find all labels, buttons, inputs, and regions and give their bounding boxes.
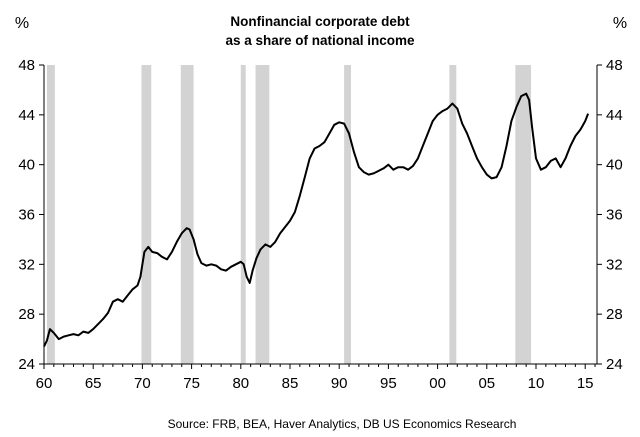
chart-title-line-1: Nonfinancial corporate debt [230,14,410,29]
y-axis-left: 24 28 32 36 40 44 48 [18,57,44,373]
series [43,92,590,348]
axes [43,65,598,365]
recession-bands [46,65,532,364]
x-tick-label-00: 00 [429,375,446,392]
y-tick-label-right-28: 28 [606,306,623,323]
y-tick-label-left-36: 36 [18,207,35,224]
y-tick-label-right-48: 48 [606,57,623,74]
y-tick-label-right-44: 44 [606,107,623,124]
y-tick-label-left-48: 48 [18,57,35,74]
recession-band-5 [344,65,352,364]
x-tick-label-90: 90 [331,375,348,392]
x-tick-label-65: 65 [85,375,102,392]
x-tick-label-15: 15 [577,375,594,392]
recession-band-0 [46,65,55,364]
x-tick-label-75: 75 [183,375,200,392]
source-note: Source: FRB, BEA, Haver Analytics, DB US… [168,417,517,431]
y-tick-label-left-24: 24 [18,356,35,373]
chart-title-line-2: as a share of national income [225,33,415,48]
x-tick-label-60: 60 [36,375,53,392]
y-unit-left: % [15,15,29,32]
recession-band-2 [180,65,194,364]
y-tick-label-left-32: 32 [18,256,35,273]
recession-band-3 [240,65,246,364]
y-tick-label-right-24: 24 [606,356,623,373]
y-tick-label-right-36: 36 [606,207,623,224]
x-tick-label-10: 10 [528,375,545,392]
x-tick-label-85: 85 [282,375,299,392]
recession-band-7 [515,65,532,364]
x-tick-label-95: 95 [380,375,397,392]
y-tick-label-right-40: 40 [606,157,623,174]
y-tick-label-right-32: 32 [606,256,623,273]
x-axis: 60 65 70 75 80 85 90 95 00 05 10 15 [36,364,596,392]
recession-band-4 [255,65,270,364]
y-tick-label-left-44: 44 [18,107,35,124]
y-axis-right: 24 28 32 36 40 44 48 [597,57,623,373]
x-tick-label-70: 70 [134,375,151,392]
recession-band-1 [141,65,152,364]
series-line-0 [43,92,590,348]
x-tick-label-05: 05 [478,375,495,392]
y-tick-label-left-28: 28 [18,306,35,323]
y-unit-right: % [613,15,627,32]
x-tick-label-80: 80 [232,375,249,392]
y-tick-label-left-40: 40 [18,157,35,174]
recession-band-6 [449,65,457,364]
